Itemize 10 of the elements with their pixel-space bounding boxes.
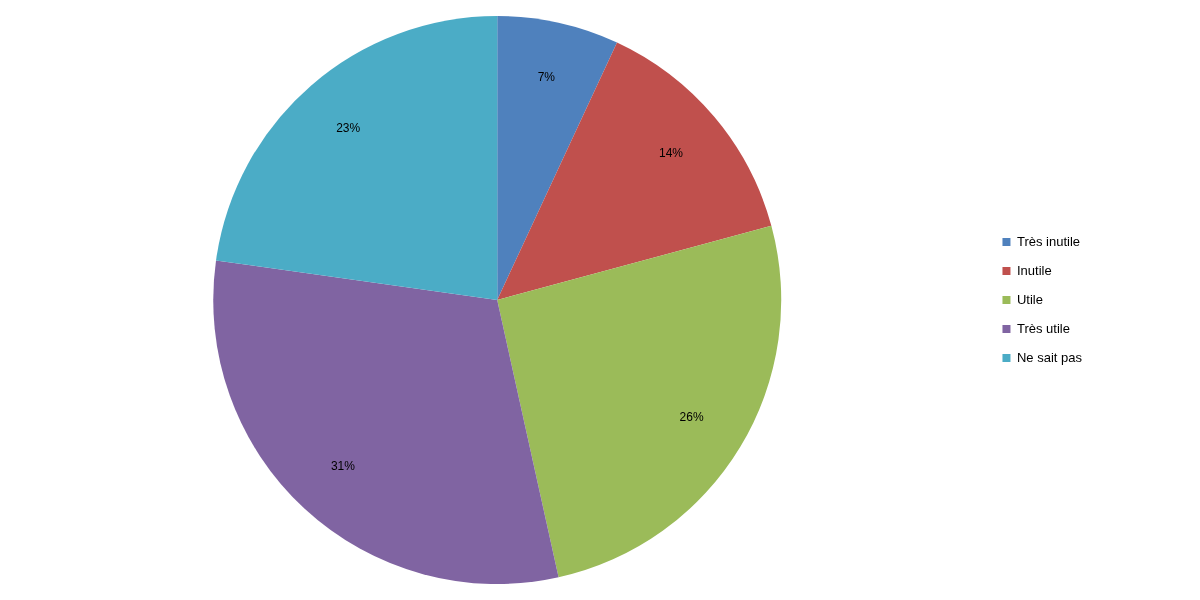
legend-label: Très inutile bbox=[1016, 233, 1081, 249]
data-label: 31% bbox=[330, 459, 356, 474]
data-label: 14% bbox=[659, 145, 684, 160]
data-label: 26% bbox=[679, 409, 704, 424]
legend-label: Ne sait pas bbox=[1016, 349, 1083, 365]
legend-label: Très utile bbox=[1016, 320, 1070, 336]
legend-label: Inutile bbox=[1016, 262, 1052, 278]
legend-label: Utile bbox=[1016, 291, 1043, 307]
data-label: 23% bbox=[336, 120, 361, 135]
data-label: 7% bbox=[537, 70, 556, 85]
